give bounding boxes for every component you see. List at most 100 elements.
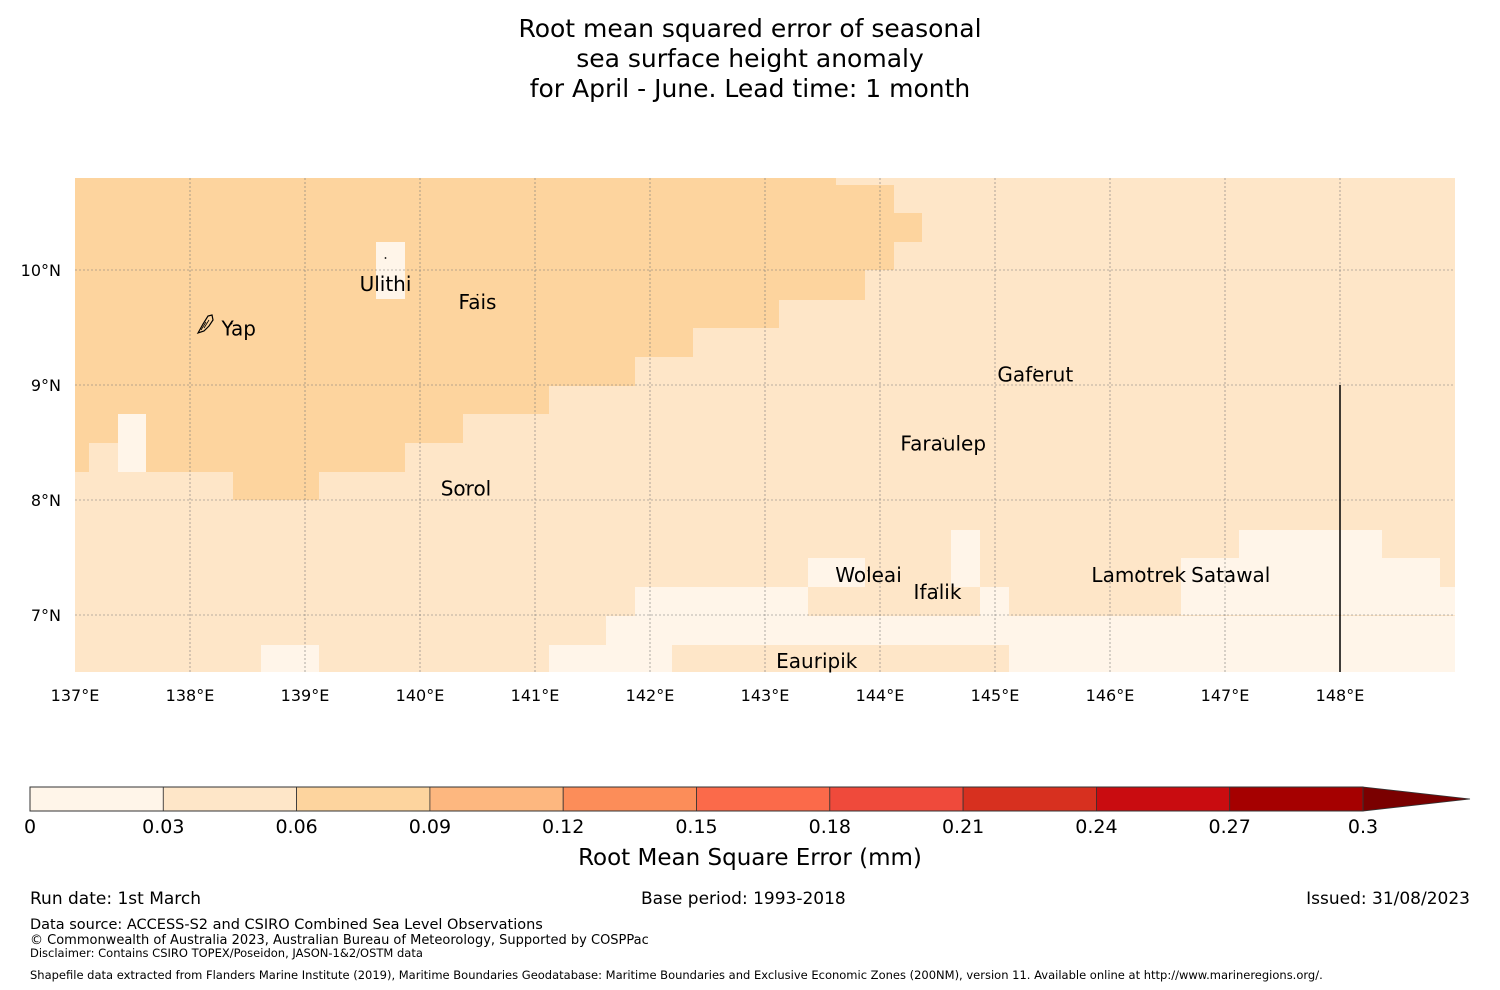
x-tick-label: 140°E bbox=[396, 686, 445, 705]
atoll-dot bbox=[1034, 368, 1037, 371]
rmse-cell-low bbox=[118, 414, 146, 472]
place-ifalik: Ifalik bbox=[914, 580, 962, 604]
issued-date: Issued: 31/08/2023 bbox=[1306, 889, 1470, 909]
colorbar-swatch bbox=[429, 786, 564, 812]
y-tick-label: 10°N bbox=[21, 261, 61, 280]
copyright: © Commonwealth of Australia 2023, Austra… bbox=[30, 933, 649, 948]
colorbar-swatch bbox=[562, 786, 697, 812]
colorbar-tick-label: 0.18 bbox=[808, 816, 851, 838]
place-label: Lamotrek bbox=[1091, 563, 1186, 587]
x-tick-label: 138°E bbox=[166, 686, 215, 705]
colorbar-tick-label: 0.15 bbox=[675, 816, 718, 838]
colorbar-tick-label: 0.27 bbox=[1208, 816, 1251, 838]
place-label: Ifalik bbox=[914, 580, 962, 604]
x-tick-label: 145°E bbox=[971, 686, 1020, 705]
rmse-cell-low bbox=[1239, 530, 1382, 615]
colorbar-tick-label: 0.21 bbox=[941, 816, 985, 838]
x-tick-label: 144°E bbox=[856, 686, 905, 705]
yap-island-detail bbox=[200, 319, 210, 331]
x-tick-label: 148°E bbox=[1316, 686, 1365, 705]
x-tick-label: 146°E bbox=[1086, 686, 1135, 705]
place-label: Eauripik bbox=[776, 649, 858, 673]
place-label: Faraulep bbox=[900, 432, 986, 456]
atoll-dot bbox=[465, 483, 467, 486]
colorbar-swatch bbox=[962, 786, 1097, 812]
colorbar-tick-label: 0.12 bbox=[542, 816, 585, 838]
place-fais: Fais bbox=[459, 290, 497, 314]
colorbar-tick-label: 0.03 bbox=[142, 816, 185, 838]
run-date: Run date: 1st March bbox=[30, 889, 202, 909]
place-eauripik: Eauripik bbox=[776, 649, 858, 673]
data-source: Data source: ACCESS-S2 and CSIRO Combine… bbox=[30, 917, 543, 933]
place-woleai: Woleai bbox=[835, 563, 902, 587]
place-lamotrek: Lamotrek bbox=[1091, 563, 1186, 587]
colorbar bbox=[29, 786, 1471, 812]
colorbar-tick-label: 0 bbox=[23, 816, 37, 838]
colorbar-swatch bbox=[1229, 786, 1364, 812]
rmse-cell-low bbox=[1009, 616, 1455, 672]
colorbar-tick-label: 0.24 bbox=[1075, 816, 1118, 838]
disclaimer: Disclaimer: Contains CSIRO TOPEX/Poseido… bbox=[30, 946, 423, 960]
x-tick-label: 142°E bbox=[626, 686, 675, 705]
rmse-cell-low bbox=[549, 645, 672, 672]
y-tick-label: 7°N bbox=[31, 606, 61, 625]
place-faraulep: Faraulep bbox=[900, 432, 986, 456]
rmse-cell-low bbox=[808, 558, 865, 587]
colorbar-tick-label: 0.06 bbox=[275, 816, 318, 838]
rmse-band-006-009 bbox=[75, 178, 922, 500]
colorbar-frame bbox=[29, 786, 1364, 812]
atoll-dot bbox=[942, 437, 945, 440]
rmse-cell-low bbox=[951, 530, 980, 587]
place-label: Satawal bbox=[1191, 563, 1270, 587]
colorbar-swatch bbox=[29, 786, 164, 812]
place-label: Gaferut bbox=[997, 363, 1073, 387]
x-tick-label: 141°E bbox=[511, 686, 560, 705]
colorbar-extension bbox=[1362, 786, 1471, 812]
x-tick-label: 143°E bbox=[741, 686, 790, 705]
x-tick-label: 137°E bbox=[51, 686, 100, 705]
rmse-cell-low bbox=[1181, 558, 1239, 615]
place-label: Fais bbox=[459, 290, 497, 314]
atoll-dot bbox=[1137, 569, 1140, 572]
atoll-dot bbox=[476, 293, 479, 296]
place-label: Ulithi bbox=[360, 272, 412, 296]
atoll-dot bbox=[230, 322, 233, 325]
colorbar-swatch bbox=[829, 786, 964, 812]
rmse-cell-low bbox=[980, 587, 1009, 616]
place-label: Sorol bbox=[441, 477, 492, 501]
rmse-cell-low bbox=[261, 645, 319, 672]
rmse-cell-low bbox=[1382, 558, 1440, 615]
title-line-3: for April - June. Lead time: 1 month bbox=[529, 74, 971, 103]
place-ulithi: Ulithi bbox=[360, 257, 412, 296]
atoll-dot bbox=[1229, 569, 1232, 572]
atoll-dot bbox=[936, 587, 939, 589]
place-satawal: Satawal bbox=[1191, 563, 1270, 587]
rmse-cell-mid bbox=[1009, 587, 1153, 616]
rmse-cell-low bbox=[376, 242, 405, 299]
map-title: Root mean squared error of seasonal sea … bbox=[0, 14, 1500, 104]
rmse-cell-low bbox=[635, 587, 808, 616]
colorbar-swatch bbox=[162, 786, 298, 812]
place-sorol: Sorol bbox=[441, 477, 492, 501]
graticule bbox=[75, 178, 1455, 672]
colorbar-tick-label: 0.09 bbox=[408, 816, 452, 838]
shapefile-credit: Shapefile data extracted from Flanders M… bbox=[30, 968, 1323, 982]
rmse-field bbox=[75, 178, 1455, 672]
atoll-dot bbox=[815, 656, 818, 658]
atoll-dot bbox=[384, 257, 387, 259]
rmse-cell-low bbox=[1440, 587, 1455, 615]
place-gaferut: Gaferut bbox=[997, 363, 1073, 387]
colorbar-swatch bbox=[1096, 786, 1231, 812]
title-line-2: sea surface height anomaly bbox=[576, 44, 924, 73]
atoll-dot bbox=[867, 569, 870, 572]
x-tick-label: 139°E bbox=[281, 686, 330, 705]
place-label: Yap bbox=[221, 317, 256, 341]
islands bbox=[196, 314, 214, 335]
place-yap: Yap bbox=[221, 317, 256, 341]
x-tick-label: 147°E bbox=[1201, 686, 1250, 705]
title-line-1: Root mean squared error of seasonal bbox=[518, 14, 982, 43]
y-tick-label: 8°N bbox=[31, 491, 61, 510]
colorbar-label: Root Mean Square Error (mm) bbox=[578, 845, 922, 871]
y-tick-label: 9°N bbox=[31, 376, 61, 395]
